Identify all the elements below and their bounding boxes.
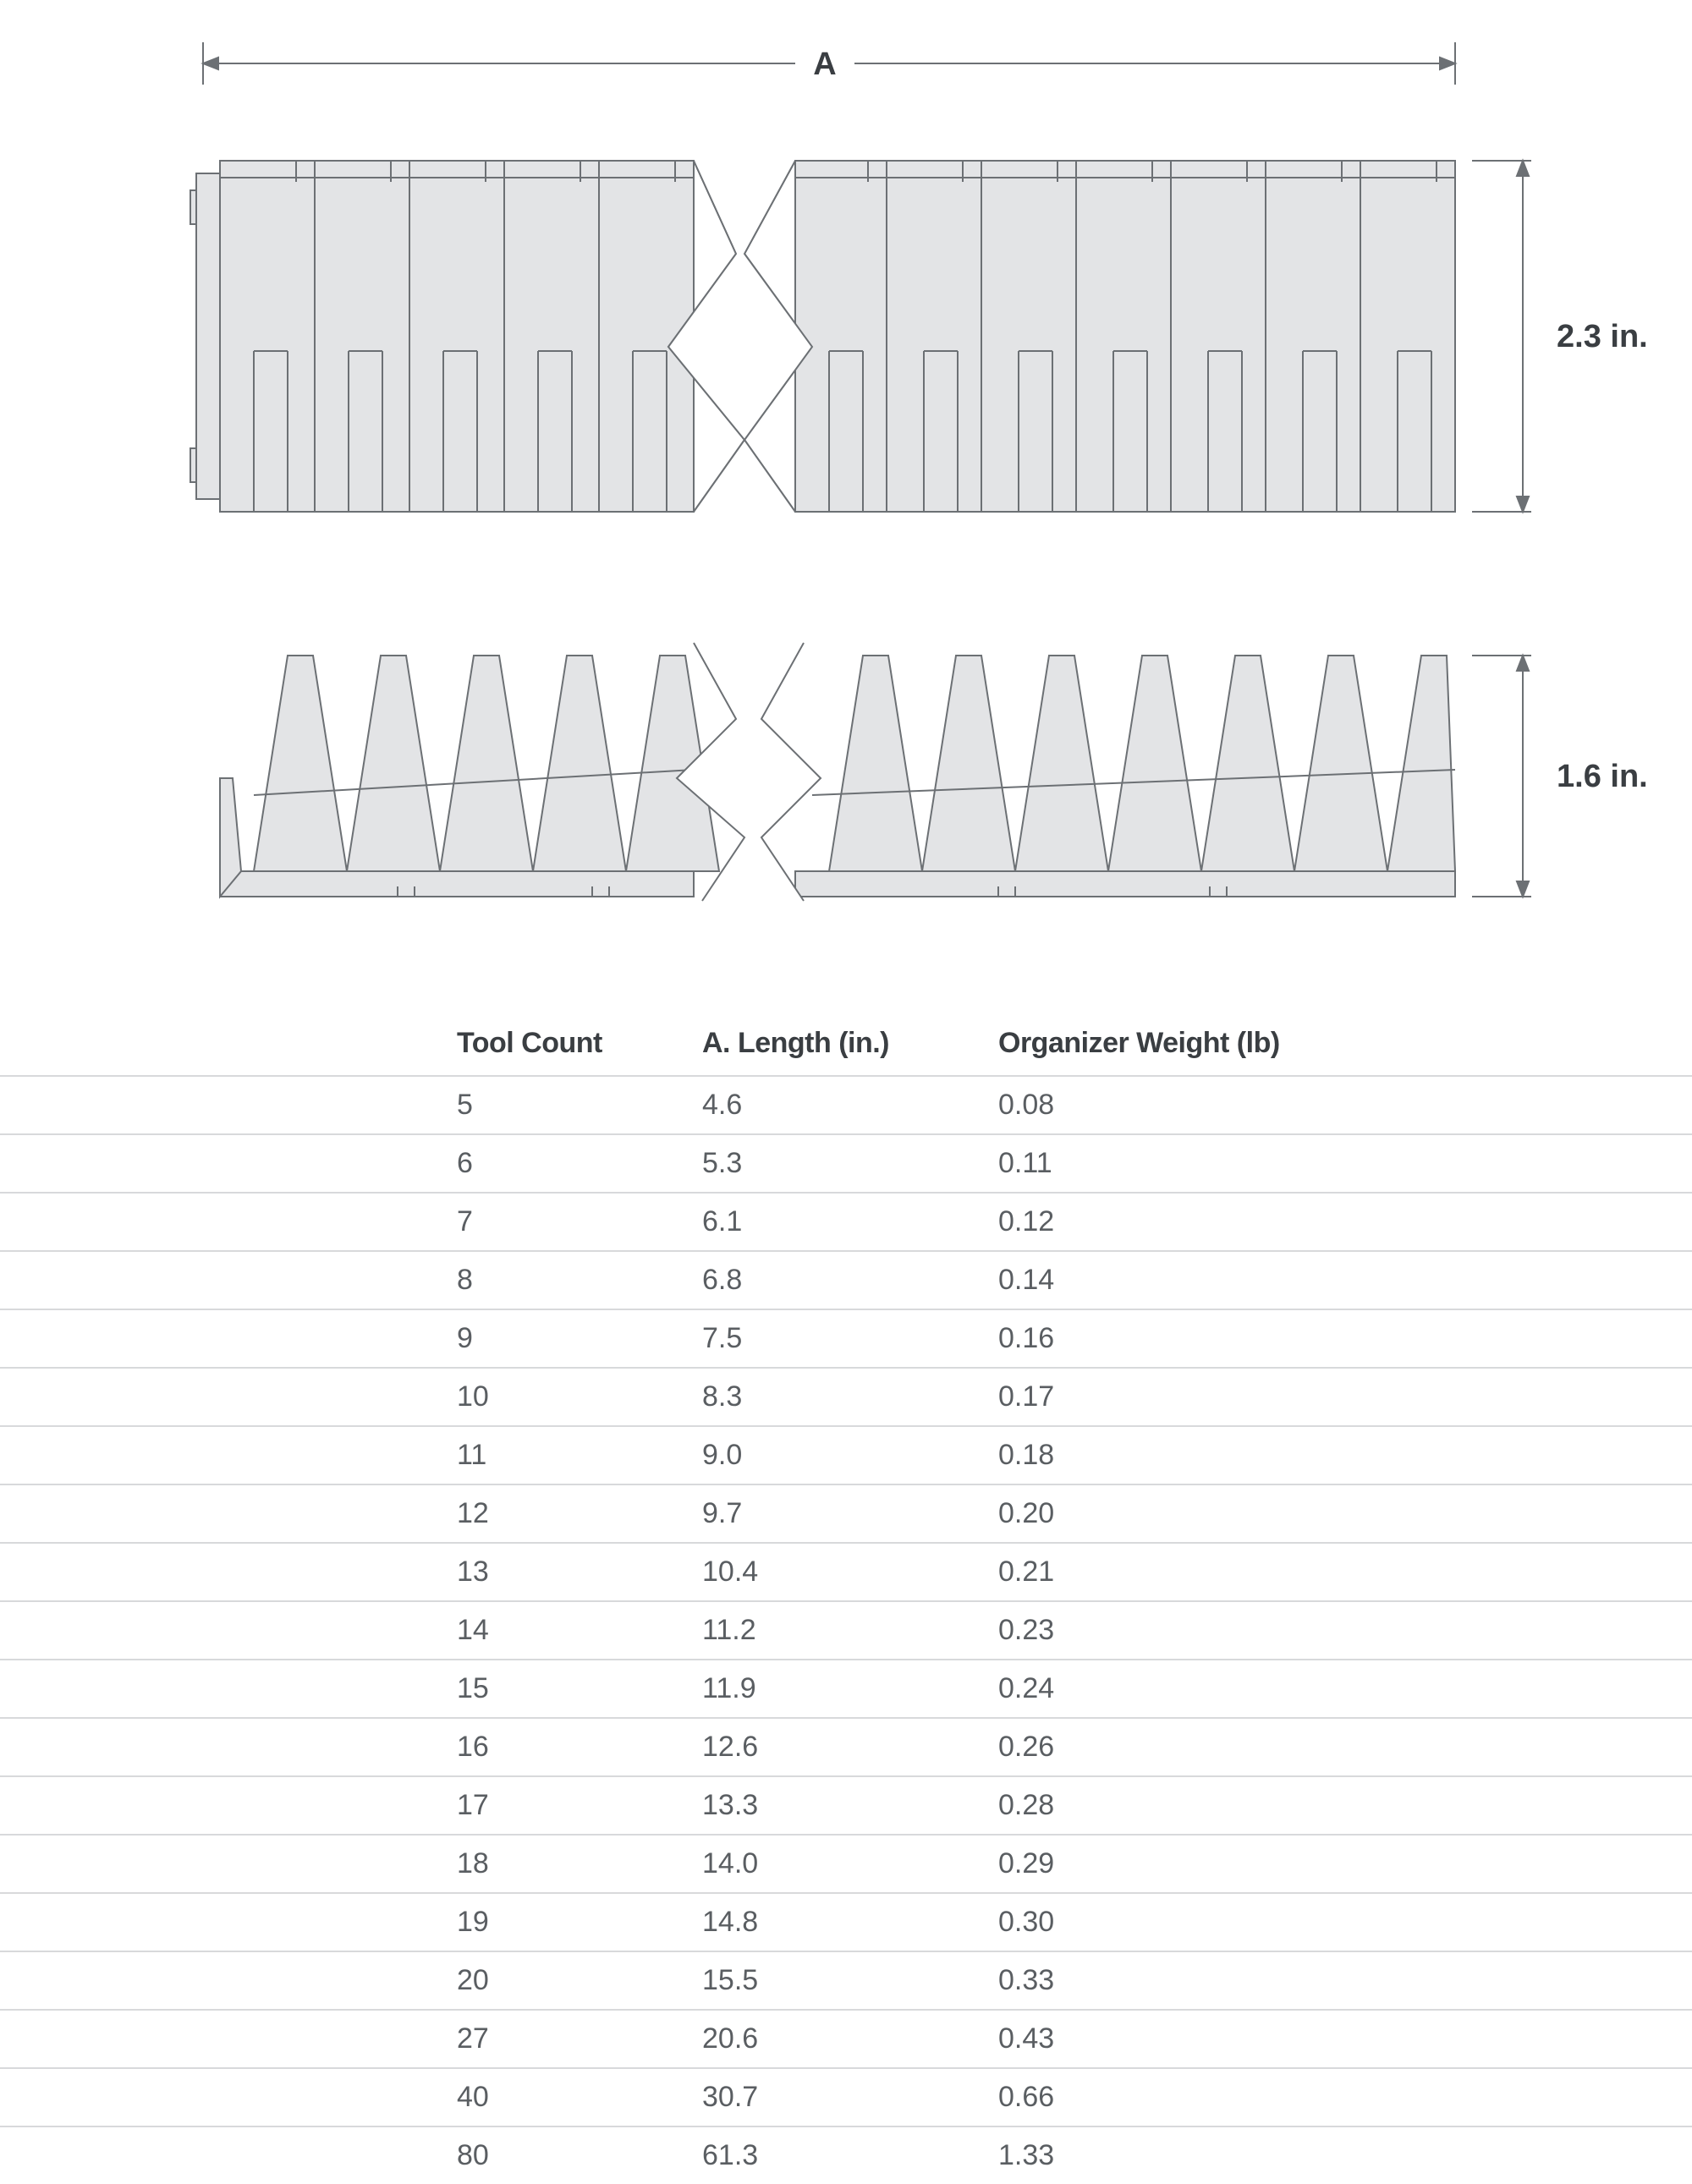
- col-weight: Organizer Weight (lb): [998, 1015, 1692, 1076]
- cell-weight: 0.43: [998, 2010, 1692, 2068]
- table-row: 2015.50.33: [0, 1951, 1692, 2010]
- cell-length: 4.6: [702, 1076, 998, 1134]
- cell-tool-count: 10: [457, 1368, 702, 1426]
- table-header-row: Tool Count A. Length (in.) Organizer Wei…: [0, 1015, 1692, 1076]
- cell-weight: 0.17: [998, 1368, 1692, 1426]
- main-body: [190, 161, 1455, 512]
- table-row: 1814.00.29: [0, 1835, 1692, 1893]
- table-row: 54.60.08: [0, 1076, 1692, 1134]
- table-row: 97.50.16: [0, 1309, 1692, 1368]
- cell-length: 12.6: [702, 1718, 998, 1776]
- cell-weight: 0.24: [998, 1660, 1692, 1718]
- table-row: 129.70.20: [0, 1484, 1692, 1543]
- cell-tool-count: 27: [457, 2010, 702, 2068]
- dim-a-label: A: [813, 47, 836, 82]
- cell-tool-count: 18: [457, 1835, 702, 1893]
- cell-length: 30.7: [702, 2068, 998, 2126]
- table-row: 1914.80.30: [0, 1893, 1692, 1951]
- cell-tool-count: 12: [457, 1484, 702, 1543]
- cell-length: 9.7: [702, 1484, 998, 1543]
- cell-length: 5.3: [702, 1134, 998, 1193]
- table-row: 1612.60.26: [0, 1718, 1692, 1776]
- col-tool-count: Tool Count: [457, 1015, 702, 1076]
- cell-weight: 0.26: [998, 1718, 1692, 1776]
- cell-length: 6.1: [702, 1193, 998, 1251]
- technical-diagram: A: [0, 0, 1692, 1015]
- table-row: 65.30.11: [0, 1134, 1692, 1193]
- cell-weight: 0.08: [998, 1076, 1692, 1134]
- cell-weight: 0.33: [998, 1951, 1692, 2010]
- cell-tool-count: 15: [457, 1660, 702, 1718]
- cell-length: 6.8: [702, 1251, 998, 1309]
- cell-tool-count: 16: [457, 1718, 702, 1776]
- cell-length: 11.2: [702, 1601, 998, 1660]
- cell-tool-count: 13: [457, 1543, 702, 1601]
- cell-tool-count: 17: [457, 1776, 702, 1835]
- cell-weight: 0.11: [998, 1134, 1692, 1193]
- cell-tool-count: 20: [457, 1951, 702, 2010]
- cell-weight: 0.28: [998, 1776, 1692, 1835]
- table-row: 119.00.18: [0, 1426, 1692, 1484]
- table-row: 8061.31.33: [0, 2126, 1692, 2184]
- dimension-height-main: [1472, 161, 1531, 512]
- cell-tool-count: 8: [457, 1251, 702, 1309]
- diagram-svg: A: [0, 34, 1692, 964]
- cell-weight: 0.14: [998, 1251, 1692, 1309]
- cell-length: 10.4: [702, 1543, 998, 1601]
- height-profile-label: 1.6 in.: [1557, 759, 1648, 794]
- cell-length: 11.9: [702, 1660, 998, 1718]
- cell-weight: 0.12: [998, 1193, 1692, 1251]
- cell-length: 9.0: [702, 1426, 998, 1484]
- spec-table: Tool Count A. Length (in.) Organizer Wei…: [0, 1015, 1692, 2184]
- cell-length: 14.0: [702, 1835, 998, 1893]
- table-row: 2720.60.43: [0, 2010, 1692, 2068]
- cell-weight: 0.16: [998, 1309, 1692, 1368]
- cell-tool-count: 14: [457, 1601, 702, 1660]
- cell-weight: 0.30: [998, 1893, 1692, 1951]
- cell-length: 20.6: [702, 2010, 998, 2068]
- cell-weight: 0.18: [998, 1426, 1692, 1484]
- table-row: 1310.40.21: [0, 1543, 1692, 1601]
- height-main-label: 2.3 in.: [1557, 319, 1648, 354]
- cell-weight: 0.23: [998, 1601, 1692, 1660]
- cell-length: 14.8: [702, 1893, 998, 1951]
- cell-tool-count: 5: [457, 1076, 702, 1134]
- cell-length: 8.3: [702, 1368, 998, 1426]
- cell-tool-count: 19: [457, 1893, 702, 1951]
- table-row: 1713.30.28: [0, 1776, 1692, 1835]
- col-length: A. Length (in.): [702, 1015, 998, 1076]
- table-row: 86.80.14: [0, 1251, 1692, 1309]
- cell-weight: 0.29: [998, 1835, 1692, 1893]
- spec-table-area: Tool Count A. Length (in.) Organizer Wei…: [0, 1015, 1692, 2184]
- cell-length: 7.5: [702, 1309, 998, 1368]
- table-row: 4030.70.66: [0, 2068, 1692, 2126]
- cell-weight: 0.66: [998, 2068, 1692, 2126]
- cell-length: 61.3: [702, 2126, 998, 2184]
- cell-weight: 1.33: [998, 2126, 1692, 2184]
- cell-tool-count: 7: [457, 1193, 702, 1251]
- cell-tool-count: 80: [457, 2126, 702, 2184]
- cell-length: 15.5: [702, 1951, 998, 2010]
- profile-body: [220, 643, 1455, 901]
- cell-tool-count: 9: [457, 1309, 702, 1368]
- table-body: 54.60.0865.30.1176.10.1286.80.1497.50.16…: [0, 1076, 1692, 2184]
- cell-length: 13.3: [702, 1776, 998, 1835]
- cell-tool-count: 11: [457, 1426, 702, 1484]
- table-row: 1511.90.24: [0, 1660, 1692, 1718]
- dimension-height-profile: [1472, 656, 1531, 897]
- cell-tool-count: 40: [457, 2068, 702, 2126]
- table-row: 76.10.12: [0, 1193, 1692, 1251]
- cell-weight: 0.21: [998, 1543, 1692, 1601]
- table-row: 108.30.17: [0, 1368, 1692, 1426]
- cell-tool-count: 6: [457, 1134, 702, 1193]
- cell-weight: 0.20: [998, 1484, 1692, 1543]
- table-row: 1411.20.23: [0, 1601, 1692, 1660]
